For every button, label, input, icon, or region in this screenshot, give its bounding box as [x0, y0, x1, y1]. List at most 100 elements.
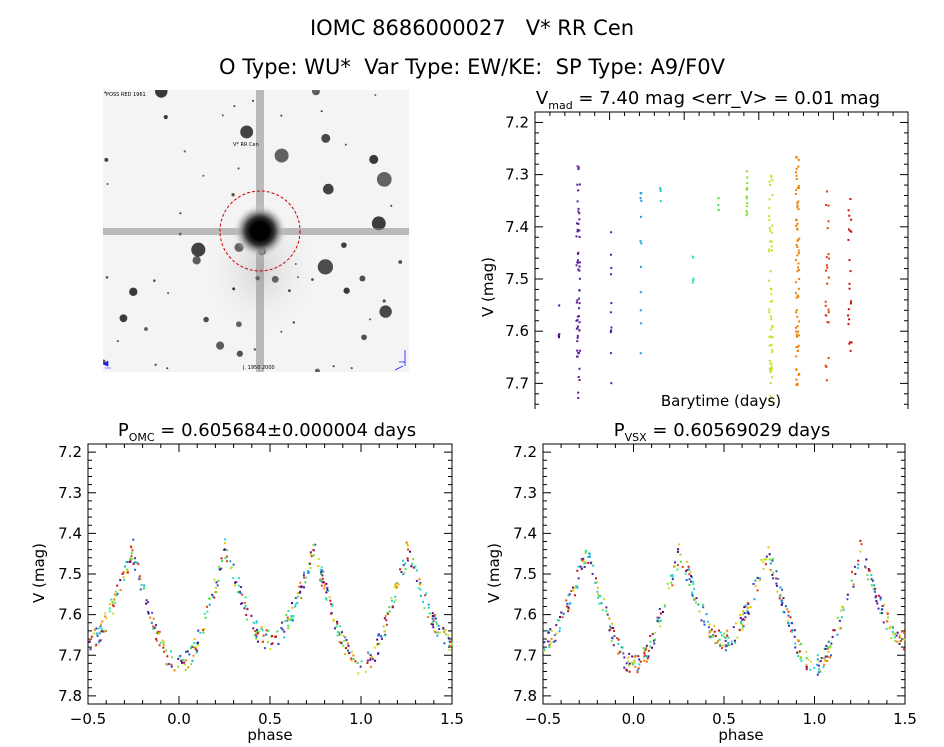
data-point	[719, 644, 722, 647]
data-point	[577, 352, 580, 355]
data-point	[760, 558, 763, 561]
data-point	[610, 326, 613, 329]
data-point	[768, 336, 771, 339]
data-point	[98, 641, 101, 644]
data-point	[270, 643, 273, 646]
data-point	[800, 659, 803, 662]
data-point	[577, 168, 580, 171]
data-point	[782, 610, 785, 613]
data-point	[612, 626, 615, 629]
data-point	[186, 650, 189, 653]
data-point	[767, 546, 770, 549]
data-point	[690, 580, 693, 583]
data-point	[549, 642, 552, 645]
data-point	[419, 588, 422, 591]
data-point	[592, 564, 595, 567]
data-point	[791, 630, 794, 633]
background-star	[274, 148, 289, 163]
data-point	[721, 647, 724, 650]
data-point	[684, 570, 687, 573]
y-axis-label: V (mag)	[485, 543, 503, 603]
data-point	[125, 560, 128, 563]
data-point	[770, 174, 773, 177]
background-star	[390, 204, 393, 207]
data-point	[196, 644, 199, 647]
data-point	[795, 345, 798, 348]
data-point	[394, 595, 397, 598]
data-point	[770, 344, 773, 347]
data-point	[579, 565, 582, 568]
data-point	[256, 628, 259, 631]
data-point	[711, 635, 714, 638]
data-point	[805, 650, 808, 653]
data-point	[576, 340, 579, 343]
data-point	[770, 176, 773, 179]
data-point	[879, 598, 882, 601]
data-point	[283, 630, 286, 633]
data-point	[299, 590, 302, 593]
data-point	[783, 611, 786, 614]
background-star	[232, 287, 236, 291]
data-point	[578, 367, 581, 370]
data-point	[338, 641, 341, 644]
data-point	[882, 621, 885, 624]
data-point	[317, 564, 320, 567]
data-point	[769, 362, 772, 365]
data-point	[710, 628, 713, 631]
data-point	[775, 584, 778, 587]
data-point	[576, 252, 579, 255]
data-point	[881, 612, 884, 615]
data-point	[645, 644, 648, 647]
data-point	[860, 543, 863, 546]
data-point	[825, 314, 828, 317]
data-point	[827, 204, 830, 207]
data-point	[713, 624, 716, 627]
data-point	[771, 179, 774, 182]
data-point	[130, 552, 133, 555]
background-star	[280, 114, 283, 117]
data-point	[656, 616, 659, 619]
data-point	[418, 578, 421, 581]
data-point	[848, 282, 851, 285]
data-point	[578, 235, 581, 238]
data-point	[695, 597, 698, 600]
data-point	[769, 382, 772, 385]
data-point	[770, 365, 773, 368]
data-point	[346, 642, 349, 645]
data-point	[797, 165, 800, 168]
data-point	[575, 319, 578, 322]
data-point	[824, 364, 827, 367]
data-point	[771, 573, 774, 576]
y-tick-label: 7.7	[505, 374, 529, 392]
x-axis-label: phase	[718, 726, 763, 744]
data-point	[849, 198, 852, 201]
data-point	[631, 663, 634, 666]
data-point	[359, 665, 362, 668]
data-point	[307, 570, 310, 573]
data-point	[820, 657, 823, 660]
data-point	[577, 315, 580, 318]
data-point	[241, 593, 244, 596]
data-point	[798, 372, 801, 375]
data-point	[298, 591, 301, 594]
data-point	[594, 577, 597, 580]
data-point	[352, 654, 355, 657]
data-point	[104, 615, 107, 618]
data-point	[97, 627, 100, 630]
data-point	[747, 612, 750, 615]
background-star	[163, 115, 168, 120]
data-point	[558, 630, 561, 633]
data-point	[213, 578, 216, 581]
data-point	[417, 587, 420, 590]
data-point	[435, 623, 438, 626]
data-point	[864, 566, 867, 569]
data-point	[746, 212, 749, 215]
data-point	[859, 539, 862, 542]
data-point	[336, 631, 339, 634]
data-point	[223, 548, 226, 551]
data-point	[781, 588, 784, 591]
background-star	[382, 299, 386, 303]
data-point	[720, 634, 723, 637]
data-point	[809, 668, 812, 671]
data-point	[833, 629, 836, 632]
